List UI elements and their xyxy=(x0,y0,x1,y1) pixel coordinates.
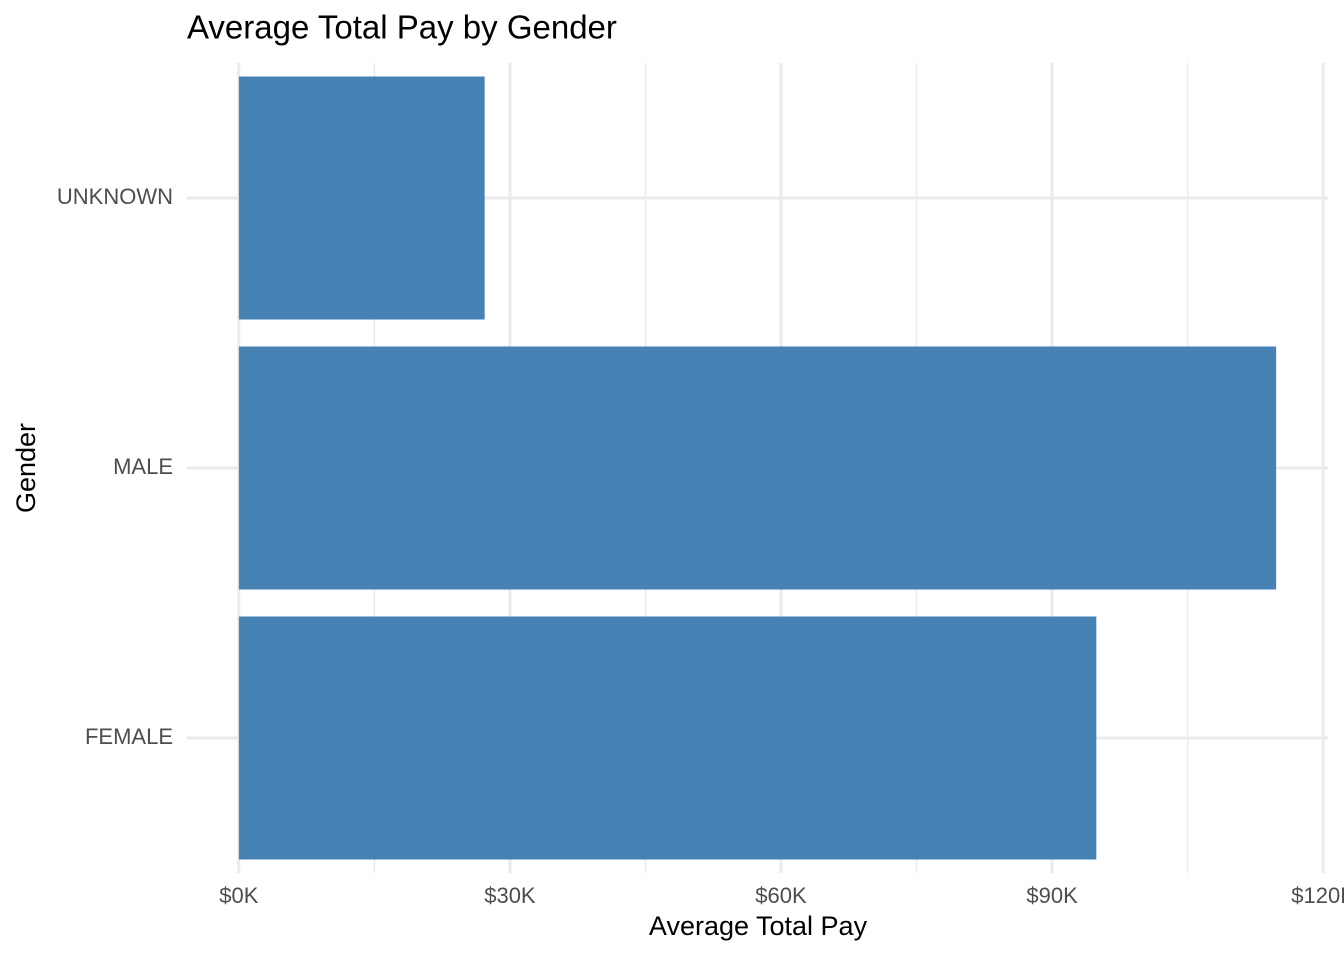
y-tick-label: FEMALE xyxy=(85,724,173,749)
bar xyxy=(238,616,1097,860)
y-tick-label: MALE xyxy=(113,454,173,479)
x-axis-title: Average Total Pay xyxy=(649,911,868,941)
y-axis-title: Gender xyxy=(11,423,41,513)
x-tick-label: $120K xyxy=(1291,883,1344,908)
x-tick-label: $90K xyxy=(1026,883,1078,908)
x-tick-label: $30K xyxy=(484,883,536,908)
x-tick-label: $60K xyxy=(755,883,807,908)
y-tick-label: UNKNOWN xyxy=(57,184,173,209)
x-tick-label: $0K xyxy=(219,883,258,908)
bar xyxy=(238,76,485,320)
bar xyxy=(238,346,1277,590)
chart-title: Average Total Pay by Gender xyxy=(187,9,617,46)
